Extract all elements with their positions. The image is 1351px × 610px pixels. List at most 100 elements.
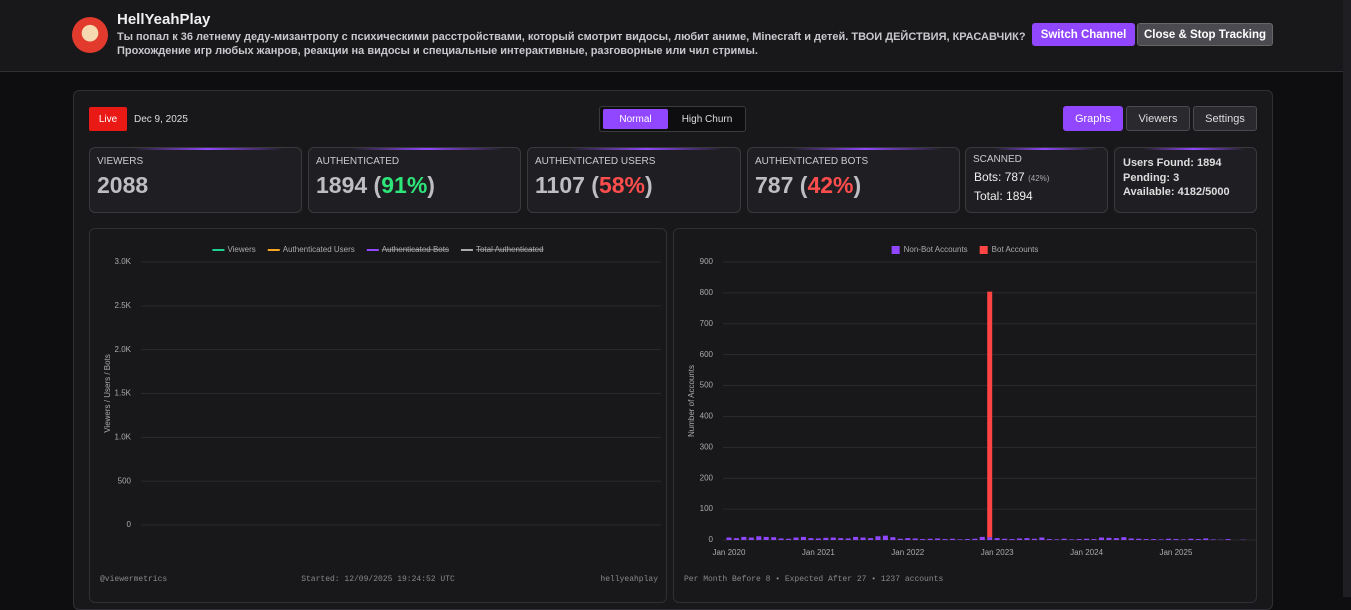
stat-percent: 42% [793, 172, 861, 198]
bar [861, 538, 866, 540]
bar [868, 538, 873, 540]
summary-row: Users Found: 1894 [1123, 156, 1230, 171]
bar [808, 538, 813, 540]
bar [749, 538, 754, 540]
y-tick-label: 1.0K [115, 432, 132, 441]
bar [995, 538, 1000, 540]
bar [1062, 539, 1067, 540]
description: Прохождение игр любых жанров, реакции на… [117, 45, 758, 57]
switch-channel-button[interactable]: Switch Channel [1032, 23, 1135, 46]
mode-button[interactable]: High Churn [670, 109, 744, 129]
y-tick-label: 800 [700, 288, 714, 297]
tab[interactable]: Settings [1193, 106, 1257, 131]
bar [1017, 538, 1022, 540]
legend-label: Authenticated Bots [382, 245, 449, 254]
stop-tracking-button[interactable]: Close & Stop Tracking [1137, 23, 1273, 46]
legend-item: Authenticated Users [268, 245, 355, 254]
bar [1151, 539, 1156, 540]
legend-label: Authenticated Users [283, 245, 355, 254]
value: 4182/5000 [1178, 186, 1230, 198]
stat-card: AUTHENTICATED USERS 110758% [527, 147, 741, 213]
bar [779, 538, 784, 540]
stat-value: 110758% [535, 172, 653, 199]
mode-button[interactable]: Normal [603, 109, 668, 129]
bar [972, 539, 977, 540]
stat-card: AUTHENTICATED BOTS 78742% [747, 147, 960, 213]
avatar [72, 17, 108, 53]
bar [935, 538, 940, 540]
bar [1129, 538, 1134, 540]
bar [1039, 538, 1044, 540]
label: Total: [974, 189, 1003, 203]
stat-label: AUTHENTICATED USERS [535, 156, 655, 167]
bar [756, 536, 761, 540]
stat-card: AUTHENTICATED 189491% [308, 147, 521, 213]
legend-item: Total Authenticated [461, 245, 544, 254]
value: 3 [1173, 172, 1179, 184]
summary-row: Available: 4182/5000 [1123, 185, 1230, 200]
stat-value: 189491% [316, 172, 435, 199]
line-chart: Viewers Authenticated Users Authenticated … [90, 229, 666, 602]
bar [771, 537, 776, 540]
description: Ты попал к 36 летнему деду-мизантропу с … [117, 31, 1026, 43]
bar [1226, 539, 1231, 540]
bar [1106, 538, 1111, 540]
bar [1114, 538, 1119, 540]
bar [890, 537, 895, 540]
y-tick-label: 500 [118, 476, 132, 485]
legend-label: Viewers [227, 245, 255, 254]
stat-percent: 58% [585, 172, 653, 198]
bar [1211, 539, 1216, 540]
scanned-total: Total: 1894 [974, 189, 1033, 203]
bar [838, 538, 843, 540]
bar [987, 292, 992, 538]
scrollbar[interactable] [1343, 0, 1351, 597]
bar [816, 538, 821, 540]
stat-value: 2088 [97, 172, 148, 199]
y-tick-label: 0 [127, 520, 132, 529]
stat-card: VIEWERS 2088 [89, 147, 302, 213]
bar [1069, 539, 1074, 540]
bar [987, 537, 992, 540]
y-tick-label: 700 [700, 319, 714, 328]
stat-label: AUTHENTICATED BOTS [755, 156, 868, 167]
bar [1173, 539, 1178, 540]
bar [875, 536, 880, 540]
legend-label: Non-Bot Accounts [904, 245, 968, 254]
stat-number: 1107 [535, 172, 585, 198]
bar [1054, 539, 1059, 540]
summary-row: Pending: 3 [1123, 171, 1230, 186]
bar [1159, 539, 1164, 540]
stat-value: 78742% [755, 172, 861, 199]
bar [1121, 537, 1126, 540]
stat-percent: 91% [367, 172, 435, 198]
bar [794, 538, 799, 540]
stat-label: SCANNED [973, 154, 1022, 165]
chart-footer: Started: 12/09/2025 19:24:52 UTC [301, 575, 455, 584]
bar [741, 537, 746, 540]
date: Dec 9, 2025 [134, 114, 188, 125]
scanned-bots: Bots: 787 (42%) [974, 170, 1049, 184]
value: 787 [1005, 170, 1025, 184]
bar [831, 538, 836, 540]
bar [928, 539, 933, 540]
channel-name: HellYeahPlay [117, 11, 210, 28]
tab[interactable]: Graphs [1063, 106, 1123, 131]
bar [1032, 539, 1037, 540]
x-tick-label: Jan 2022 [891, 548, 924, 557]
live-badge: Live [89, 107, 127, 131]
y-tick-label: 600 [700, 350, 714, 359]
bar [1099, 538, 1104, 540]
x-tick-label: Jan 2021 [802, 548, 835, 557]
legend-item: Non-Bot Accounts [892, 245, 968, 254]
chart-panel: Viewers Authenticated Users Authenticated … [89, 228, 667, 603]
legend-swatch [980, 246, 988, 254]
bar [1203, 538, 1208, 540]
x-tick-label: Jan 2025 [1159, 548, 1192, 557]
y-tick-label: 2.5K [115, 301, 132, 310]
summary-card: Users Found: 1894 Pending: 3 Available: … [1114, 147, 1257, 213]
page: HellYeahPlay Ты попал к 36 летнему деду-… [0, 0, 1351, 597]
tab[interactable]: Viewers [1126, 106, 1190, 131]
stat-label: AUTHENTICATED [316, 156, 399, 167]
bar [1144, 539, 1149, 540]
